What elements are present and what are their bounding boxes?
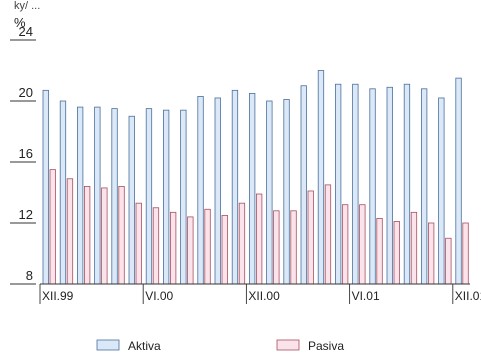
bar-aktiva <box>334 83 342 285</box>
bar-aktiva <box>266 100 273 285</box>
legend-label-aktiva: Aktiva <box>128 339 161 353</box>
bar-pasiva <box>101 187 108 285</box>
y-tick-label: 20 <box>19 85 33 100</box>
x-tick-label: XII.99 <box>42 289 74 303</box>
bar-pasiva <box>341 204 349 285</box>
y-tick-label: 24 <box>19 24 33 39</box>
bar-pasiva <box>445 237 452 285</box>
bar-aktiva <box>300 85 307 285</box>
bar-pasiva <box>118 185 125 285</box>
bar-pasiva <box>238 202 246 285</box>
top-caption: ky/ ... <box>14 0 40 12</box>
bar-aktiva <box>59 100 67 285</box>
bar-aktiva <box>128 115 135 285</box>
legend-swatch-pasiva <box>276 339 300 351</box>
bar-aktiva <box>162 109 170 285</box>
y-axis: 8 12 16 20 24 <box>10 24 36 285</box>
bar-aktiva <box>317 70 325 285</box>
bar-pasiva <box>66 178 74 285</box>
x-axis: XII.99 VI.00 XII.00 VI.01 XII.01 <box>39 283 481 304</box>
legend-swatch-aktiva <box>96 339 120 351</box>
bar-pasiva <box>204 208 211 285</box>
x-tick-label: XII.01 <box>455 289 481 303</box>
bars <box>42 70 469 285</box>
bar-aktiva <box>180 109 187 285</box>
bar-pasiva <box>376 218 383 285</box>
bar-pasiva <box>135 202 142 285</box>
bar-aktiva <box>94 106 101 285</box>
bar-pasiva <box>359 204 366 285</box>
bar-aktiva <box>231 89 239 285</box>
y-tick-label: 8 <box>26 268 33 283</box>
x-tick-label: VI.01 <box>352 289 380 303</box>
bar-pasiva <box>410 211 418 285</box>
bar-aktiva <box>420 88 428 285</box>
bar-aktiva <box>248 92 256 285</box>
y-tick-label: 16 <box>19 146 33 161</box>
y-unit-label: % <box>14 15 26 30</box>
bar-pasiva <box>462 222 469 285</box>
bar-aktiva <box>386 86 393 285</box>
y-tick-label: 12 <box>19 207 33 222</box>
bar-pasiva <box>393 221 400 285</box>
bar-aktiva <box>214 97 221 285</box>
bar-pasiva <box>84 185 91 285</box>
bar-pasiva <box>187 216 194 285</box>
bar-aktiva <box>369 88 376 285</box>
bar-aktiva <box>283 99 290 285</box>
legend: Aktiva Pasiva <box>96 339 344 353</box>
bar-aktiva <box>77 106 84 285</box>
bar-pasiva <box>290 210 297 285</box>
x-tick-label: VI.00 <box>145 289 173 303</box>
bar-aktiva <box>352 83 359 285</box>
bar-pasiva <box>307 190 314 285</box>
bar-aktiva <box>42 89 49 285</box>
bar-aktiva <box>197 96 204 285</box>
legend-label-pasiva: Pasiva <box>308 339 344 353</box>
bar-aktiva <box>455 77 462 285</box>
bar-aktiva <box>111 108 118 285</box>
bar-pasiva <box>152 207 160 285</box>
bar-aktiva <box>145 108 153 285</box>
bar-pasiva <box>324 184 332 285</box>
x-tick-label: XII.00 <box>248 289 280 303</box>
bar-pasiva <box>49 169 56 285</box>
bar-pasiva <box>273 210 280 285</box>
bar-pasiva <box>255 193 263 285</box>
bar-aktiva <box>438 97 445 285</box>
bar-aktiva <box>403 83 411 285</box>
bar-pasiva <box>221 214 228 285</box>
bar-pasiva <box>169 211 177 285</box>
bar-pasiva <box>427 222 435 285</box>
